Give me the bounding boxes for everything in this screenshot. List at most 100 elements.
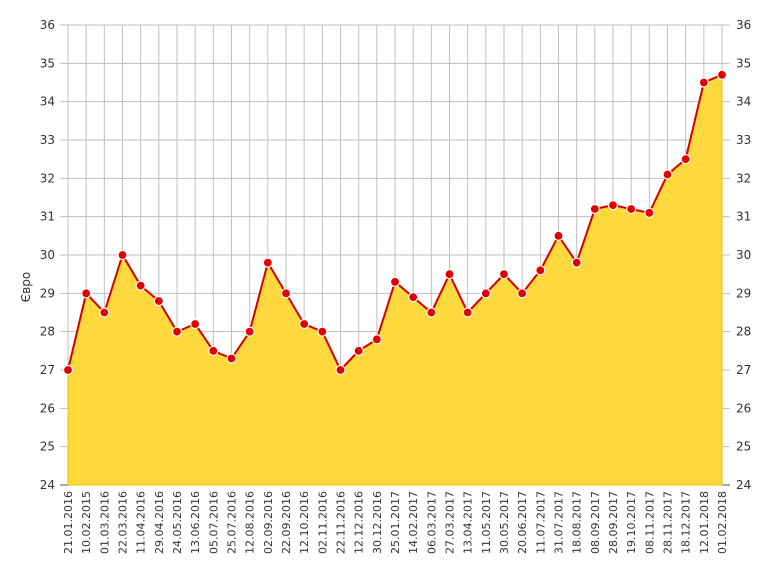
x-tick-label-17: 30.12.2016	[371, 491, 384, 554]
y-tick-right-9: 33	[736, 133, 751, 147]
data-point-7	[190, 318, 201, 330]
y-tick-right-2: 26	[736, 401, 751, 415]
data-point-23	[480, 288, 491, 299]
data-point-21	[444, 269, 455, 280]
data-point-24	[498, 269, 510, 280]
x-tick-label-22: 13.04.2017	[462, 491, 475, 554]
y-tick-right-3: 27	[736, 363, 751, 377]
y-tick-left-5: 29	[40, 286, 55, 300]
data-point-0	[62, 364, 74, 376]
x-tick-label-34: 18.12.2017	[680, 491, 693, 554]
data-point-32	[644, 207, 655, 218]
data-point-13	[299, 318, 310, 330]
data-point-12	[280, 288, 292, 299]
x-tick-label-0: 21.01.2016	[62, 491, 75, 554]
data-point-29	[589, 203, 600, 215]
y-tick-right-11: 35	[736, 56, 751, 70]
x-tick-label-13: 12.10.2016	[298, 491, 311, 554]
x-tick-label-24: 30.05.2017	[498, 491, 511, 554]
y-tick-left-11: 35	[40, 56, 55, 70]
data-point-26	[535, 265, 546, 276]
y-tick-left-0: 24	[40, 478, 55, 492]
data-point-22	[462, 307, 473, 318]
data-point-8	[208, 345, 219, 356]
y-tick-right-6: 30	[736, 248, 751, 262]
y-tick-right-1: 25	[736, 440, 751, 454]
data-point-1	[81, 288, 92, 299]
data-point-15	[335, 364, 346, 376]
x-tick-label-32: 08.11.2017	[643, 491, 656, 554]
y-tick-right-0: 24	[736, 478, 751, 492]
x-tick-label-33: 28.11.2017	[662, 491, 675, 554]
data-point-11	[262, 257, 273, 268]
x-tick-label-19: 14.02.2017	[407, 491, 420, 554]
data-point-3	[117, 249, 128, 261]
x-tick-label-11: 02.09.2016	[262, 491, 275, 554]
data-point-35	[698, 77, 709, 88]
y-axis-right: 24 25 26 27 28 29 30 31 32 33 34 35 36	[736, 18, 751, 492]
y-tick-right-5: 29	[736, 286, 751, 300]
x-tick-label-2: 01.03.2016	[98, 491, 111, 554]
data-point-6	[171, 326, 183, 337]
data-point-28	[571, 257, 582, 268]
x-tick-label-16: 12.12.2016	[353, 491, 366, 554]
data-point-16	[353, 345, 364, 356]
y-tick-right-8: 32	[736, 171, 751, 185]
data-point-14	[317, 326, 328, 337]
y-tick-left-4: 28	[40, 325, 55, 339]
y-tick-left-8: 32	[40, 171, 55, 185]
y-tick-left-9: 33	[40, 133, 55, 147]
y-tick-left-6: 30	[40, 248, 55, 262]
x-tick-label-1: 10.02.2015	[80, 491, 93, 554]
data-point-18	[389, 276, 401, 287]
data-point-2	[99, 307, 110, 318]
x-tick-label-20: 06.03.2017	[425, 491, 438, 554]
x-tick-label-5: 29.04.2016	[153, 491, 166, 554]
x-tick-label-12: 22.09.2016	[280, 491, 293, 554]
x-tick-label-23: 11.05.2017	[480, 491, 493, 554]
y-tick-left-2: 26	[40, 401, 55, 415]
x-tick-label-6: 24.05.2016	[171, 491, 184, 554]
data-point-34	[680, 154, 691, 165]
x-tick-label-35: 12.01.2018	[698, 491, 711, 554]
x-tick-label-25: 20.06.2017	[516, 491, 529, 554]
data-point-20	[426, 307, 437, 318]
data-point-5	[153, 295, 164, 307]
x-axis: 21.01.2016 10.02.2015 01.03.2016 22.03.2016…	[62, 491, 729, 554]
x-tick-label-28: 18.08.2017	[571, 491, 584, 554]
data-point-27	[553, 230, 564, 241]
x-tick-label-15: 22.11.2016	[335, 491, 348, 554]
y-tick-right-12: 36	[736, 18, 751, 32]
data-point-25	[517, 288, 528, 299]
x-tick-label-36: 01.02.2018	[716, 491, 729, 554]
y-tick-left-7: 31	[40, 210, 55, 224]
x-tick-label-10: 12.08.2016	[244, 491, 257, 554]
y-tick-right-7: 31	[736, 210, 751, 224]
x-tick-label-27: 31.07.2017	[553, 491, 566, 554]
y-tick-left-1: 25	[40, 440, 55, 454]
data-point-36	[716, 69, 728, 80]
data-point-33	[662, 169, 673, 180]
data-point-19	[408, 292, 419, 303]
x-tick-label-30: 28.09.2017	[607, 491, 620, 554]
data-point-17	[371, 334, 382, 345]
y-tick-right-10: 34	[736, 95, 751, 109]
x-tick-label-26: 11.07.2017	[534, 491, 547, 554]
x-tick-label-29: 08.09.2017	[589, 491, 602, 554]
data-point-30	[607, 200, 619, 211]
x-tick-label-3: 22.03.2016	[117, 491, 130, 554]
data-point-31	[626, 203, 637, 215]
x-tick-label-9: 25.07.2016	[226, 491, 239, 554]
y-tick-right-4: 28	[736, 325, 751, 339]
x-tick-label-4: 11.04.2016	[135, 491, 148, 554]
x-tick-label-21: 27.03.2017	[444, 491, 457, 554]
marker-layer	[62, 69, 728, 376]
y-tick-left-3: 27	[40, 363, 55, 377]
data-point-10	[244, 326, 255, 337]
x-tick-label-31: 19.10.2017	[625, 491, 638, 554]
y-axis-label: Євро	[19, 272, 33, 302]
data-point-9	[226, 353, 237, 364]
x-tick-label-18: 25.01.2017	[389, 491, 402, 554]
